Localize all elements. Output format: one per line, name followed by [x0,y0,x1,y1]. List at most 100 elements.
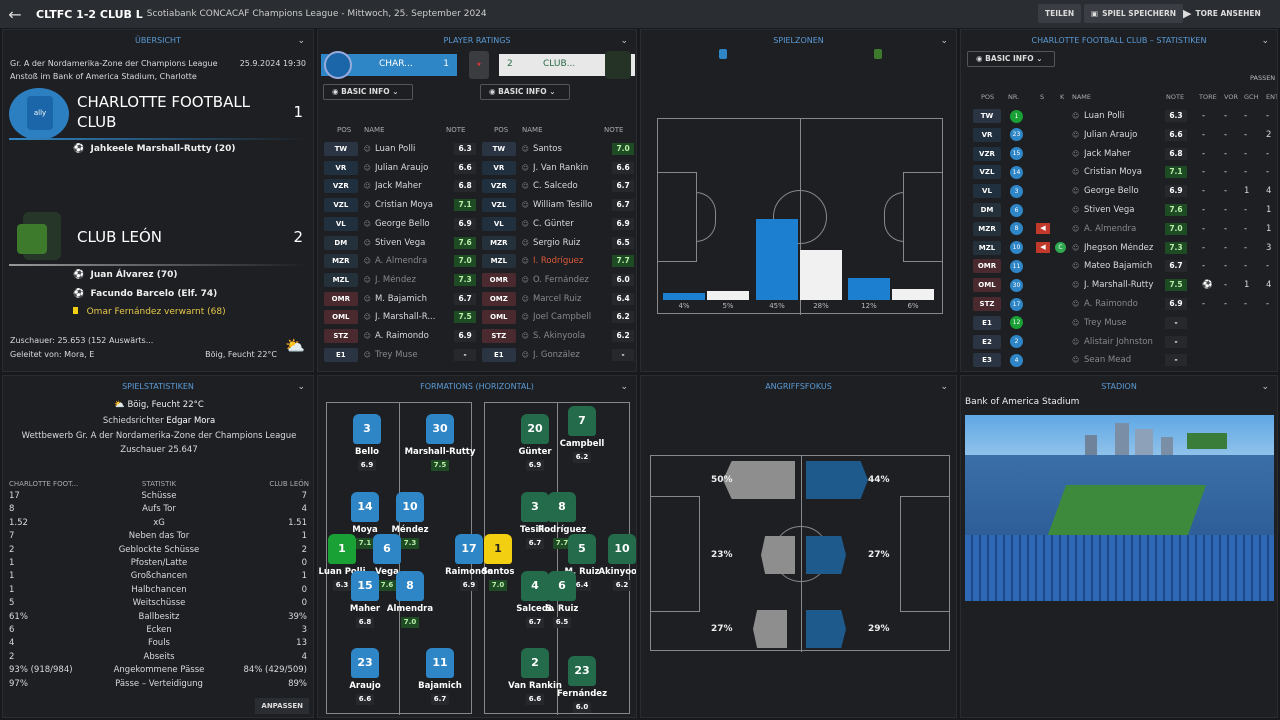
team-stats-row[interactable]: MZL 10 ◀ C ☺ Jhegson Méndez 7.3 - - - 3 [961,239,1277,257]
share-button[interactable]: TEILEN [1038,4,1082,23]
player-name[interactable]: Julian Araujo [374,162,429,173]
home-rating-row[interactable]: VL ☺ George Bello 6.9 [318,215,476,233]
player-name[interactable]: Marcel Ruiz [532,293,582,304]
player-name[interactable]: Jhegson Méndez [1084,242,1154,253]
home-shirt-icon[interactable]: 10 [396,492,424,522]
player-name[interactable]: Mateo Bajamich [1084,261,1153,272]
away-rating-row[interactable]: VL ☺ C. Günter 6.9 [476,215,634,233]
player-name[interactable]: Luan Polli [374,144,416,154]
home-rating-row[interactable]: VZR ☺ Jack Maher 6.8 [318,177,476,195]
player-name[interactable]: J. Marshall-R... [374,312,436,323]
player-name[interactable]: A. Almendra [374,256,428,267]
team-stats-row[interactable]: STZ 17 ☺ A. Raimondo 6.9 - - - - [961,295,1277,313]
player-name[interactable]: Jack Maher [374,181,422,192]
team-stats-row[interactable]: VZR 15 ☺ Jack Maher 6.8 - - - - [961,145,1277,163]
away-shirt-icon[interactable]: 6 [548,571,576,601]
player-name[interactable]: J. Marshall-Rutty [1084,280,1154,291]
player-ratings-header[interactable]: PLAYER RATINGS ⌄ [318,30,636,52]
zones-header[interactable]: SPIELZONEN ⌄ [641,30,956,52]
player-name[interactable]: Trey Muse [374,349,418,360]
player-name[interactable]: Trey Muse [1084,317,1127,328]
team-stats-row[interactable]: OML 30 ☺ J. Marshall-Rutty 7.5 ⚽ - 1 4 [961,276,1277,294]
away-shirt-icon[interactable]: 2 [521,648,549,678]
home-shirt-icon[interactable]: 8 [396,571,424,601]
player-name[interactable]: J. González [532,349,580,360]
away-rating-row[interactable]: OML ☺ Joel Campbell 6.2 [476,308,634,326]
team-stats-row[interactable]: TW 1 ☺ Luan Polli 6.3 - - - - [961,107,1277,125]
player-name[interactable]: George Bello [374,218,430,229]
away-rating-row[interactable]: MZL ☺ I. Rodríguez 7.7 [476,252,634,270]
chevron-down-icon[interactable]: ⌄ [297,382,305,392]
player-name[interactable]: J. Van Rankin [532,162,589,173]
home-shirt-icon[interactable]: 23 [351,648,379,678]
away-shirt-icon[interactable]: 4 [521,571,549,601]
player-name[interactable]: C. Salcedo [532,181,578,192]
player-name[interactable]: William Tesillo [532,200,593,211]
home-shirt-icon[interactable]: 30 [426,414,454,444]
home-basic-info-dropdown[interactable]: ◉ BASIC INFO ⌄ [323,84,413,100]
away-shirt-icon[interactable]: 3 [521,492,549,522]
player-name[interactable]: O. Fernández [532,274,589,285]
home-shirt-icon[interactable]: 17 [455,534,483,564]
player-name[interactable]: M. Bajamich [374,293,428,304]
team-stats-row[interactable]: VL 3 ☺ George Bello 6.9 - - 1 4 [961,182,1277,200]
player-name[interactable]: Santos [532,144,562,154]
match-stats-header[interactable]: SPIELSTATISTIKEN ⌄ [3,376,313,398]
player-name[interactable]: I. Rodríguez [532,256,584,267]
stadium-header[interactable]: STADION ⌄ [961,376,1277,398]
home-shirt-icon[interactable]: 1 [328,534,356,564]
player-name[interactable]: J. Méndez [374,274,416,285]
player-name[interactable]: A. Raimondo [374,331,429,341]
away-rating-row[interactable]: OMZ ☺ Marcel Ruiz 6.4 [476,290,634,308]
player-name[interactable]: Jack Maher [1084,148,1131,159]
player-name[interactable]: S. Akinyoola [532,331,586,341]
player-name[interactable]: A. Raimondo [1084,299,1138,309]
team-stats-row[interactable]: VZL 14 ☺ Cristian Moya 7.1 - - - - [961,163,1277,181]
watch-goals-button[interactable]: ▶ TORE ANSEHEN [1183,7,1261,20]
formations-header[interactable]: FORMATIONS (HORIZONTAL) ⌄ [318,376,636,398]
away-shirt-icon[interactable]: 10 [608,534,636,564]
player-name[interactable]: George Bello [1084,186,1139,197]
away-shirt-icon[interactable]: 20 [521,414,549,444]
team-stats-row[interactable]: DM 6 ☺ Stiven Vega 7.6 - - - 1 [961,201,1277,219]
player-name[interactable]: Stiven Vega [1084,205,1135,215]
back-arrow-icon[interactable]: ← [8,4,22,24]
home-rating-row[interactable]: OMR ☺ M. Bajamich 6.7 [318,290,476,308]
home-shirt-icon[interactable]: 3 [353,414,381,444]
home-rating-row[interactable]: E1 ☺ Trey Muse - [318,346,476,364]
player-name[interactable]: A. Almendra [1084,223,1137,234]
player-name[interactable]: Cristian Moya [1084,167,1142,178]
player-name[interactable]: Luan Polli [1084,111,1125,121]
chevron-down-icon[interactable]: ⌄ [1261,36,1269,46]
away-rating-row[interactable]: MZR ☺ Sergio Ruiz 6.5 [476,234,634,252]
away-shirt-icon[interactable]: 1 [484,534,512,564]
away-shirt-icon[interactable]: 23 [568,656,596,686]
away-rating-row[interactable]: STZ ☺ S. Akinyoola 6.2 [476,327,634,345]
chevron-down-icon[interactable]: ⌄ [1261,382,1269,392]
player-name[interactable]: Sean Mead [1084,355,1132,366]
team-stats-row[interactable]: VR 23 ☺ Julian Araujo 6.6 - - - 2 [961,126,1277,144]
team-stats-row[interactable]: E1 12 ☺ Trey Muse - [961,314,1277,332]
home-shirt-icon[interactable]: 15 [351,571,379,601]
away-rating-row[interactable]: OMR ☺ O. Fernández 6.0 [476,271,634,289]
chevron-down-icon[interactable]: ⌄ [940,36,948,46]
player-name[interactable]: Julian Araujo [1084,129,1138,140]
team-stats-row[interactable]: E2 2 ☺ Alistair Johnston - [961,333,1277,351]
basic-info-dropdown[interactable]: ◉ BASIC INFO ⌄ [967,51,1055,67]
team-stats-row[interactable]: MZR 8 ◀ ☺ A. Almendra 7.0 - - - 1 [961,220,1277,238]
chevron-down-icon[interactable]: ⌄ [940,382,948,392]
chevron-down-icon[interactable]: ⌄ [297,36,305,46]
player-name[interactable]: C. Günter [532,218,574,229]
save-match-button[interactable]: ▣ SPIEL SPEICHERN [1084,4,1184,23]
team-stats-row[interactable]: OMR 11 ☺ Mateo Bajamich 6.7 - - - - [961,257,1277,275]
home-rating-row[interactable]: TW ☺ Luan Polli 6.3 [318,140,476,158]
player-name[interactable]: Sergio Ruiz [532,237,581,248]
away-rating-row[interactable]: TW ☺ Santos 7.0 [476,140,634,158]
home-rating-row[interactable]: OML ☺ J. Marshall-R... 7.5 [318,308,476,326]
away-basic-info-dropdown[interactable]: ◉ BASIC INFO ⌄ [480,84,570,100]
away-rating-row[interactable]: VR ☺ J. Van Rankin 6.6 [476,159,634,177]
away-rating-row[interactable]: VZR ☺ C. Salcedo 6.7 [476,177,634,195]
adjust-button[interactable]: ANPASSEN [255,698,309,714]
attack-focus-header[interactable]: ANGRIFFSFOKUS ⌄ [641,376,956,398]
home-shirt-icon[interactable]: 11 [426,648,454,678]
